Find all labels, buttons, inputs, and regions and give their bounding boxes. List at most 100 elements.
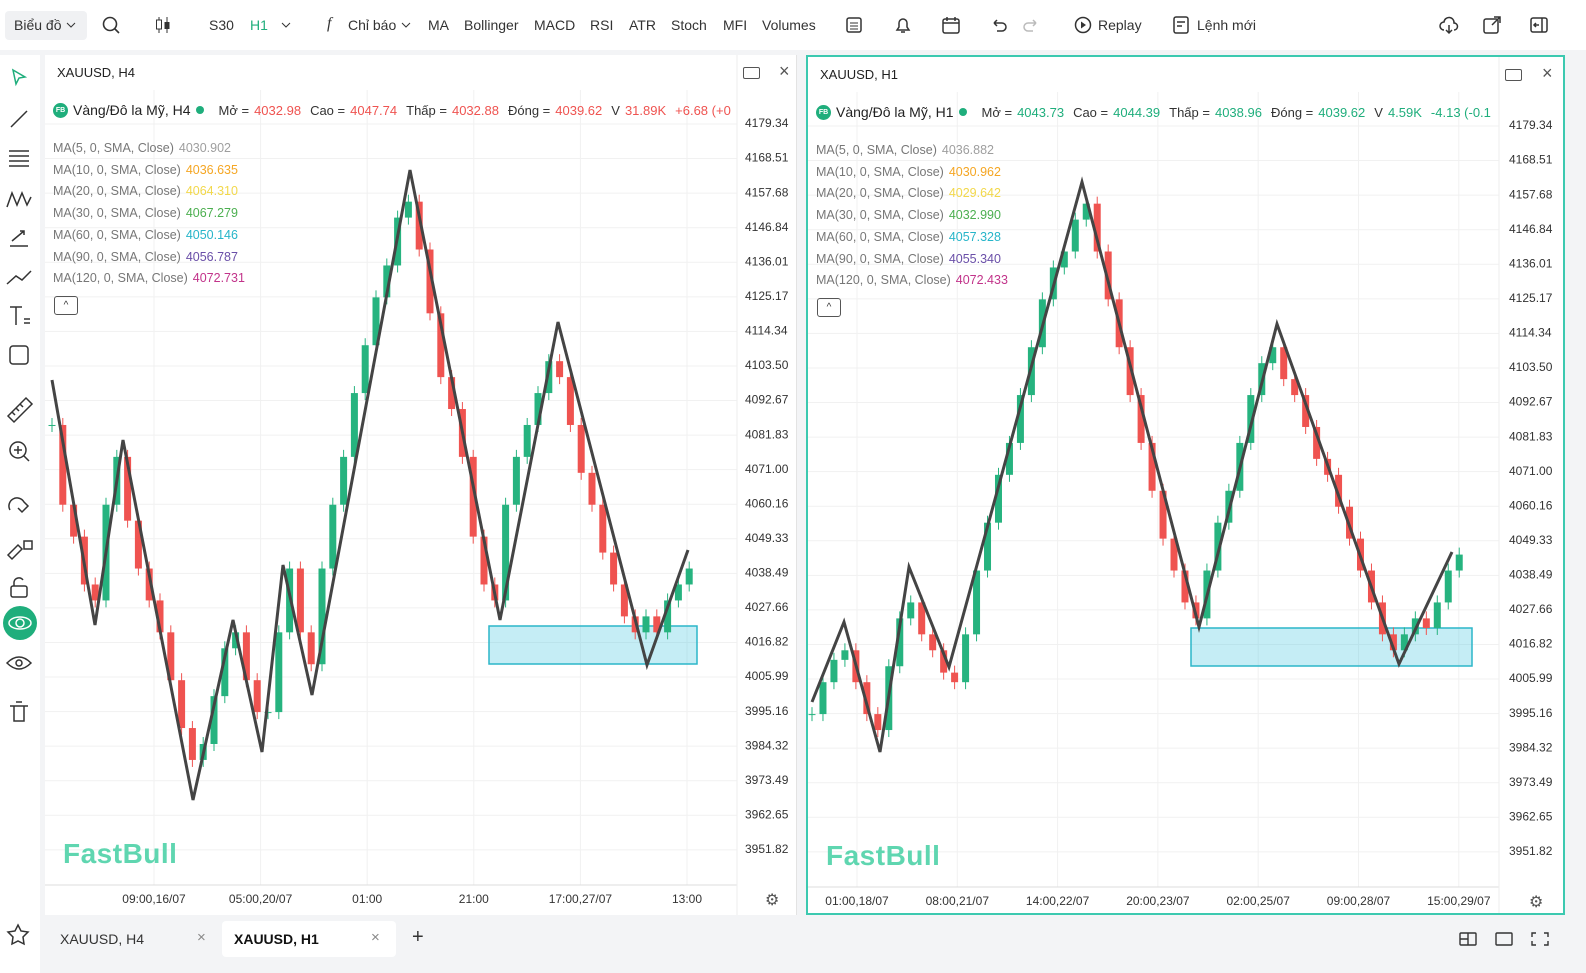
indicator-button[interactable]: Bollinger — [464, 17, 519, 33]
replay-button[interactable]: Replay — [1098, 17, 1142, 33]
indicator-button[interactable]: MA — [428, 17, 449, 33]
ma-name: MA(120, 0, SMA, Close) — [53, 271, 188, 286]
add-tab[interactable]: + — [412, 926, 424, 948]
candle — [1093, 203, 1101, 252]
share-icon[interactable] — [1482, 15, 1502, 35]
price-tick-label: 4005.99 — [745, 669, 789, 683]
maximize-button[interactable] — [1505, 69, 1522, 81]
ma-name: MA(60, 0, SMA, Close) — [53, 227, 181, 242]
projection-tool[interactable] — [10, 230, 28, 247]
favorites[interactable] — [6, 923, 30, 946]
lock-tool[interactable] — [10, 585, 28, 598]
candle — [502, 504, 510, 601]
close-button[interactable]: × — [1542, 63, 1553, 83]
quote-label: Mở = — [218, 102, 250, 118]
new-order-button[interactable]: Lệnh mới — [1197, 17, 1256, 33]
price-tick-label: 4092.67 — [1509, 395, 1553, 409]
price-tick-label: 3951.82 — [1509, 844, 1553, 858]
single-layout[interactable] — [1495, 932, 1513, 946]
candle — [480, 536, 488, 585]
indicator-button[interactable]: Volumes — [762, 17, 816, 33]
fib-tool[interactable] — [9, 150, 29, 167]
tab-close[interactable]: × — [197, 929, 206, 946]
magnet-tool[interactable] — [8, 497, 30, 514]
emoji-tool[interactable] — [9, 345, 29, 365]
maximize-button[interactable] — [743, 67, 760, 79]
pattern-tool[interactable] — [6, 190, 32, 208]
order-icon[interactable] — [1172, 15, 1192, 35]
tab[interactable]: XAUUSD, H4 — [60, 931, 145, 947]
quote-line: FB Vàng/Đô la Mỹ, H4 Mở = 4032.98 Cao = 4047.… — [53, 101, 735, 119]
candle — [1313, 426, 1321, 459]
candle — [232, 632, 240, 649]
quote-line: FB Vàng/Đô la Mỹ, H1 Mở = 4043.73 Cao = 4044.… — [816, 103, 1497, 121]
price-tick-label: 3973.49 — [745, 773, 789, 787]
indicator-button[interactable]: ATR — [629, 17, 656, 33]
tab[interactable]: XAUUSD, H1 — [234, 931, 319, 947]
demand-zone — [488, 625, 698, 665]
calendar-icon[interactable] — [941, 15, 961, 35]
indicator-button[interactable]: RSI — [590, 17, 614, 33]
candle — [918, 602, 926, 635]
brush-tool[interactable] — [6, 270, 32, 285]
candle — [1280, 347, 1288, 380]
candle — [404, 201, 412, 218]
fullscreen[interactable] — [1531, 932, 1549, 946]
lock-drawing-tool[interactable] — [6, 540, 33, 561]
close-button[interactable]: × — [779, 61, 790, 81]
candle — [929, 634, 937, 651]
zigzag — [810, 176, 1454, 753]
collapse-button[interactable]: ^ — [817, 298, 841, 317]
layout-icon[interactable] — [1529, 15, 1549, 35]
redo-icon[interactable] — [1021, 15, 1041, 35]
chart-type[interactable]: Biểu đồ — [14, 17, 62, 33]
candle — [1214, 522, 1222, 571]
active-tab[interactable] — [222, 921, 396, 957]
text-tool[interactable] — [10, 306, 30, 325]
indicator-button[interactable]: Stoch — [671, 17, 707, 33]
ma-name: MA(90, 0, SMA, Close) — [816, 251, 944, 266]
price-tick-label: 4146.84 — [745, 220, 789, 234]
cloud-icon[interactable] — [1438, 15, 1460, 35]
status-dot — [958, 108, 967, 116]
indicator-button[interactable]: MFI — [723, 17, 748, 33]
candle — [1247, 395, 1255, 443]
replay-icon[interactable] — [1073, 15, 1093, 35]
chart-panel: 4179.34 4168.51 4157.68 4146.84 4136.01 4125.… — [45, 55, 797, 915]
ruler-tool[interactable] — [6, 396, 34, 424]
candle — [512, 456, 520, 505]
ma-name: MA(20, 0, SMA, Close) — [53, 184, 181, 199]
cursor-tool[interactable] — [11, 68, 28, 87]
candle-icon[interactable] — [153, 15, 173, 35]
chart-type-button[interactable] — [5, 11, 87, 40]
delete-tool[interactable] — [10, 701, 28, 722]
candle — [620, 584, 628, 617]
candle — [264, 712, 272, 714]
ma-name: MA(30, 0, SMA, Close) — [816, 208, 944, 223]
quote-value: 4039.62 — [555, 102, 603, 118]
ma-value: 4064.310 — [185, 184, 238, 199]
candle — [874, 714, 882, 731]
undo-icon[interactable] — [989, 15, 1009, 35]
tab-close[interactable]: × — [371, 929, 380, 946]
alert-icon[interactable] — [893, 15, 913, 35]
collapse-button[interactable]: ^ — [54, 296, 78, 315]
settings-button[interactable]: ⚙ — [1529, 894, 1544, 911]
price-tick-label: 3984.32 — [745, 738, 789, 752]
time-tick-label: 13:00 — [672, 892, 702, 906]
interval[interactable]: H1 — [250, 17, 268, 33]
ma-name: MA(5, 0, SMA, Close) — [816, 143, 937, 157]
template-icon[interactable] — [845, 16, 863, 34]
price-tick-label: 3995.16 — [745, 704, 789, 718]
candle — [973, 570, 981, 635]
ma-name: MA(10, 0, SMA, Close) — [816, 164, 944, 179]
visibility-active[interactable] — [3, 606, 37, 640]
search-icon[interactable] — [101, 15, 121, 35]
line-tool[interactable] — [10, 110, 28, 128]
symbol[interactable]: S30 — [209, 17, 234, 33]
indicator-button[interactable]: MACD — [534, 17, 576, 33]
settings-button[interactable]: ⚙ — [765, 892, 780, 909]
zoom-tool[interactable] — [9, 441, 27, 459]
eye-tool[interactable] — [5, 656, 33, 670]
indicators-button[interactable]: Chỉ báo — [348, 17, 397, 33]
